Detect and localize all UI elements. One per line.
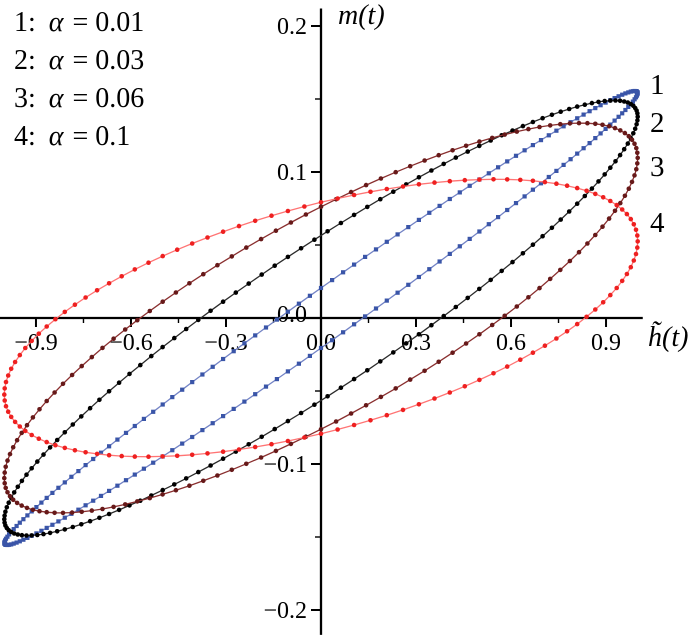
curve-2-markers — [2, 98, 640, 538]
alpha-symbol: α — [48, 83, 64, 114]
x-tick-label: −0.9 — [14, 330, 58, 356]
y-tick-label: 0.0 — [277, 302, 307, 328]
alpha-symbol: α — [48, 121, 64, 152]
curve-3-markers — [2, 120, 640, 516]
curve-2-label: 2 — [650, 107, 665, 139]
legend-item-value: = 0.01 — [65, 7, 145, 38]
curve-3-label: 3 — [650, 151, 665, 183]
y-tick-label: 0.1 — [277, 160, 307, 186]
x-tick-label: −0.6 — [109, 330, 153, 356]
alpha-symbol: α — [48, 45, 64, 76]
legend-item-4: 4: α = 0.1 — [14, 118, 144, 156]
chart-legend: 1: α = 0.01 2: α = 0.03 3: α = 0.06 4: α = … — [14, 4, 144, 156]
legend-item-num: 2: — [14, 45, 43, 76]
y-tick-label: −0.1 — [263, 452, 307, 478]
legend-item-1: 1: α = 0.01 — [14, 4, 144, 42]
x-tick-label: 0.6 — [496, 330, 526, 356]
y-tick-label: 0.2 — [277, 14, 307, 40]
legend-item-value: = 0.03 — [65, 45, 145, 76]
legend-item-3: 3: α = 0.06 — [14, 80, 144, 118]
curve-1-label: 1 — [650, 69, 665, 101]
legend-item-value: = 0.1 — [65, 121, 131, 152]
alpha-symbol: α — [48, 7, 64, 38]
legend-item-num: 1: — [14, 7, 43, 38]
x-tick-label: −0.3 — [204, 330, 248, 356]
x-axis-title: h̃(t) — [648, 322, 689, 353]
curve-4-markers — [2, 177, 640, 460]
legend-item-2: 2: α = 0.03 — [14, 42, 144, 80]
legend-item-num: 3: — [14, 83, 43, 114]
legend-item-num: 4: — [14, 121, 43, 152]
x-tick-label: 0.9 — [591, 330, 621, 356]
x-tick-label: 0.0 — [306, 330, 336, 356]
y-tick-label: −0.2 — [263, 598, 307, 624]
y-axis-title: m(t) — [338, 0, 385, 31]
curve-4-label: 4 — [650, 207, 665, 239]
legend-item-value: = 0.06 — [65, 83, 145, 114]
